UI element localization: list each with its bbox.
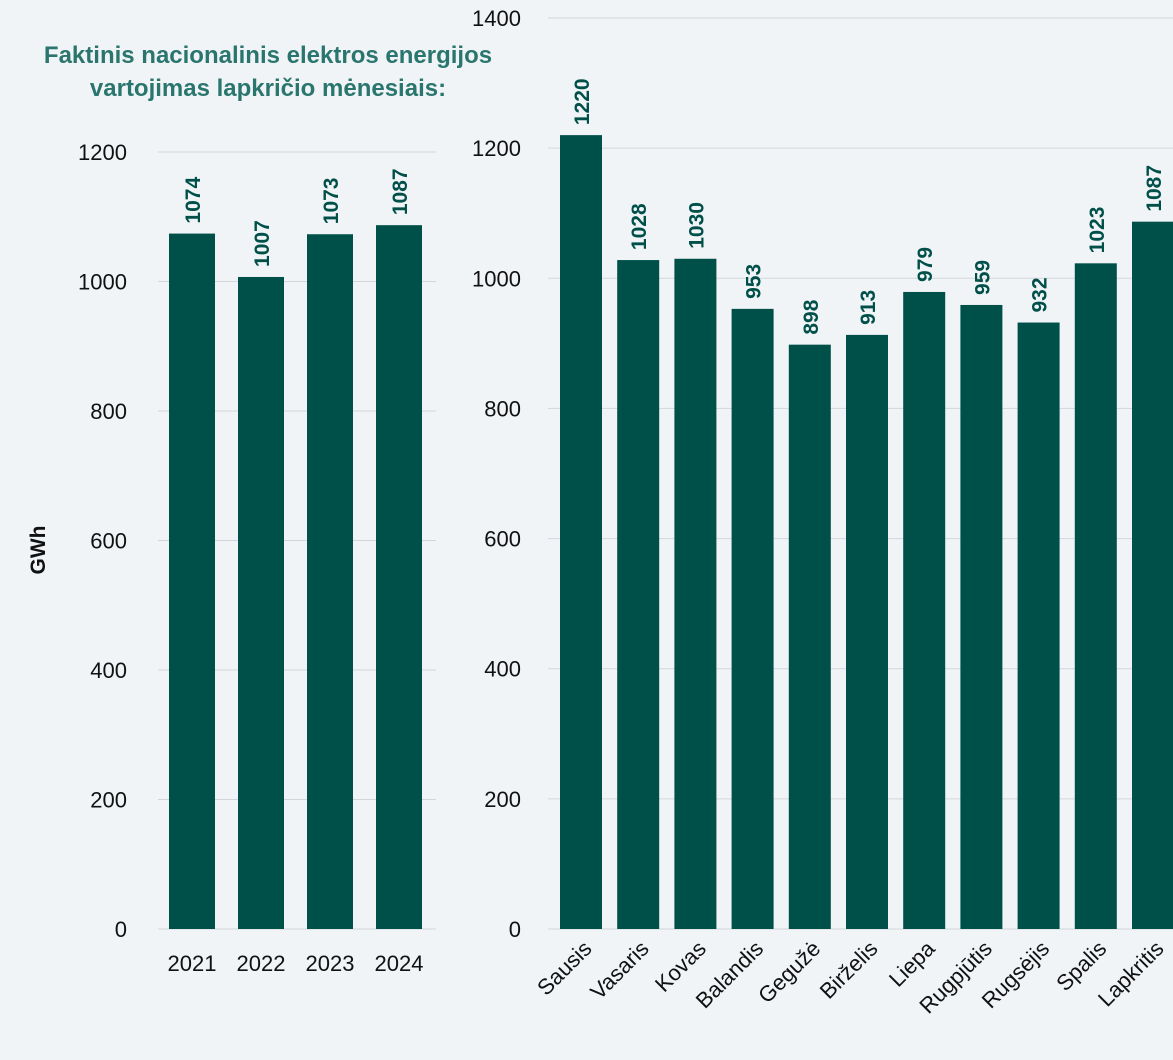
y-tick-label: 0	[115, 917, 127, 942]
y-tick-label: 1000	[78, 270, 127, 295]
data-label: 959	[971, 260, 994, 295]
bar	[674, 258, 717, 929]
data-label: 1073	[320, 178, 343, 225]
bar	[169, 233, 215, 929]
data-label: 932	[1029, 277, 1052, 312]
bar	[376, 225, 422, 930]
y-tick-label: 200	[90, 788, 127, 813]
data-label: 898	[800, 299, 823, 334]
y-tick-label: 600	[90, 529, 127, 554]
data-label: 953	[743, 264, 766, 299]
bar	[617, 260, 660, 930]
bar	[960, 304, 1003, 930]
data-label: 1023	[1086, 207, 1109, 254]
bar	[238, 276, 284, 929]
data-label: 1030	[685, 202, 708, 249]
x-tick-label: 2024	[375, 951, 424, 976]
y-tick-label: 1000	[472, 266, 521, 291]
x-tick-label: Gegužė	[753, 936, 825, 1008]
y-tick-label: 600	[484, 527, 521, 552]
data-label: 1220	[571, 78, 594, 125]
bar	[846, 334, 888, 930]
bar	[903, 291, 946, 930]
data-label: 1007	[251, 220, 274, 267]
chart-title: Faktinis nacionalinis elektros energijos…	[44, 42, 492, 102]
y-tick-label: 400	[90, 658, 127, 683]
bar	[1074, 263, 1117, 929]
y-tick-label: 200	[484, 787, 521, 812]
x-tick-label: 2022	[237, 951, 286, 976]
y-tick-label: 1200	[472, 136, 521, 161]
y-tick-label: 1200	[78, 140, 127, 165]
bar	[560, 135, 602, 930]
y-tick-label: 1400	[472, 6, 521, 31]
bar	[307, 234, 353, 930]
data-label: 979	[914, 247, 937, 282]
x-tick-label: 2021	[168, 951, 217, 976]
y-tick-label: 0	[509, 917, 521, 942]
y-axis-label: GWh	[27, 526, 50, 575]
x-tick-label: 2023	[306, 951, 355, 976]
data-label: 1087	[389, 168, 412, 215]
bar	[1017, 322, 1060, 929]
x-tick-label: Sausis	[532, 936, 596, 1000]
x-tick-label: Birželis	[815, 936, 883, 1004]
bar	[1132, 221, 1173, 929]
bar	[788, 344, 831, 929]
data-label: 1074	[182, 177, 205, 224]
y-tick-label: 800	[484, 396, 521, 421]
data-label: 1087	[1143, 165, 1166, 212]
data-label: 913	[857, 290, 880, 325]
y-tick-label: 800	[90, 399, 127, 424]
bar	[731, 308, 774, 930]
data-label: 1028	[628, 203, 651, 250]
x-tick-label: Vasaris	[585, 936, 653, 1004]
y-tick-label: 400	[484, 657, 521, 682]
